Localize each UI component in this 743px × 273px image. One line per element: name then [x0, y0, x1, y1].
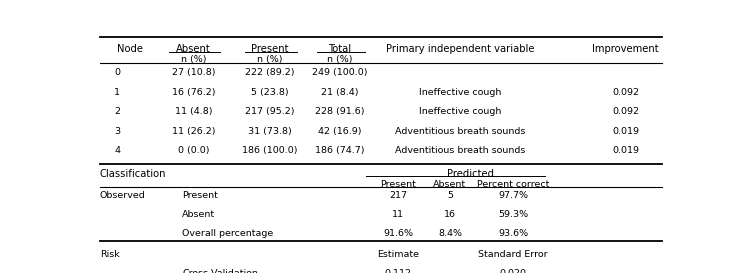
Text: 11: 11 [392, 210, 404, 219]
Text: 186 (100.0): 186 (100.0) [242, 146, 298, 155]
Text: 5: 5 [447, 191, 453, 200]
Text: Absent: Absent [182, 210, 215, 219]
Text: 0.092: 0.092 [612, 107, 639, 116]
Text: Absent: Absent [176, 44, 211, 54]
Text: n (%): n (%) [258, 55, 283, 64]
Text: 2: 2 [114, 107, 120, 116]
Text: 0.019: 0.019 [612, 146, 639, 155]
Text: Predicted: Predicted [447, 169, 493, 179]
Text: 0.112: 0.112 [385, 269, 412, 273]
Text: 31 (73.8): 31 (73.8) [248, 127, 292, 136]
Text: n (%): n (%) [181, 55, 207, 64]
Text: Adventitious breath sounds: Adventitious breath sounds [395, 146, 525, 155]
Text: Ineffective cough: Ineffective cough [419, 107, 502, 116]
Text: Present: Present [251, 44, 289, 54]
Text: Risk: Risk [100, 250, 120, 259]
Text: 97.7%: 97.7% [499, 191, 528, 200]
Text: 217: 217 [389, 191, 407, 200]
Text: 249 (100.0): 249 (100.0) [311, 68, 367, 77]
Text: 3: 3 [114, 127, 120, 136]
Text: Node: Node [117, 44, 143, 54]
Text: Adventitious breath sounds: Adventitious breath sounds [395, 127, 525, 136]
Text: 21 (8.4): 21 (8.4) [320, 88, 358, 97]
Text: Present: Present [182, 191, 218, 200]
Text: 228 (91.6): 228 (91.6) [314, 107, 364, 116]
Text: 0.020: 0.020 [500, 269, 527, 273]
Text: 11 (4.8): 11 (4.8) [175, 107, 212, 116]
Text: 16: 16 [444, 210, 456, 219]
Text: Standard Error: Standard Error [478, 250, 548, 259]
Text: 93.6%: 93.6% [498, 229, 528, 238]
Text: 0 (0.0): 0 (0.0) [178, 146, 210, 155]
Text: Overall percentage: Overall percentage [182, 229, 273, 238]
Text: 217 (95.2): 217 (95.2) [245, 107, 295, 116]
Text: Present: Present [380, 180, 416, 189]
Text: 0.019: 0.019 [612, 127, 639, 136]
Text: Primary independent variable: Primary independent variable [386, 44, 534, 54]
Text: 11 (26.2): 11 (26.2) [172, 127, 215, 136]
Text: 186 (74.7): 186 (74.7) [314, 146, 364, 155]
Text: 5 (23.8): 5 (23.8) [251, 88, 289, 97]
Text: n (%): n (%) [327, 55, 352, 64]
Text: Percent correct: Percent correct [477, 180, 549, 189]
Text: 1: 1 [114, 88, 120, 97]
Text: Improvement: Improvement [592, 44, 659, 54]
Text: 91.6%: 91.6% [383, 229, 413, 238]
Text: Cross-Validation: Cross-Validation [182, 269, 258, 273]
Text: Ineffective cough: Ineffective cough [419, 88, 502, 97]
Text: 0: 0 [114, 68, 120, 77]
Text: Estimate: Estimate [377, 250, 419, 259]
Text: Classification: Classification [100, 169, 166, 179]
Text: Absent: Absent [433, 180, 467, 189]
Text: 16 (76.2): 16 (76.2) [172, 88, 215, 97]
Text: 0.092: 0.092 [612, 88, 639, 97]
Text: 222 (89.2): 222 (89.2) [245, 68, 295, 77]
Text: 8.4%: 8.4% [438, 229, 462, 238]
Text: 27 (10.8): 27 (10.8) [172, 68, 215, 77]
Text: 59.3%: 59.3% [498, 210, 528, 219]
Text: Total: Total [328, 44, 351, 54]
Text: 42 (16.9): 42 (16.9) [317, 127, 361, 136]
Text: 4: 4 [114, 146, 120, 155]
Text: Observed: Observed [100, 191, 146, 200]
